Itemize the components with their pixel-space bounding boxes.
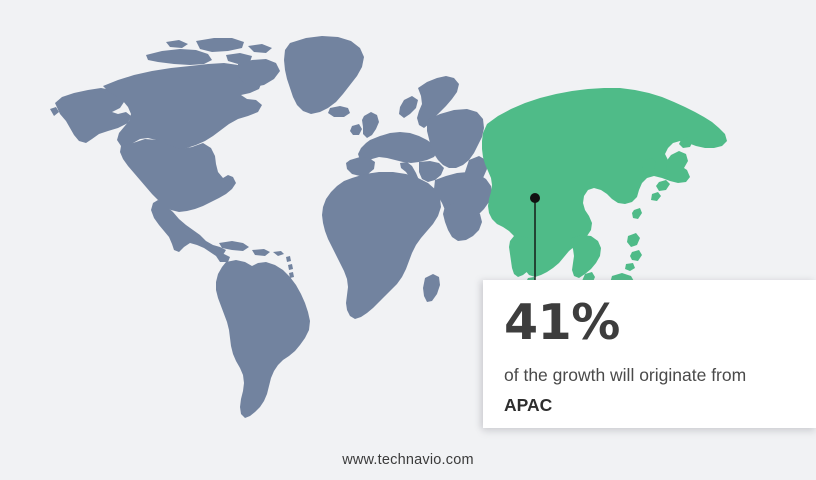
region-iceland xyxy=(328,106,350,117)
region-great-britain xyxy=(362,112,379,138)
region-africa xyxy=(322,172,441,319)
callout-percent-value: 41% xyxy=(504,294,620,351)
region-eastern-europe xyxy=(427,109,484,168)
region-korea xyxy=(642,158,656,175)
region-balkans xyxy=(419,161,444,182)
callout-card: 41% of the growth will originate from AP… xyxy=(483,280,816,428)
region-alaska xyxy=(50,88,131,143)
region-mexico-central-america xyxy=(151,200,230,262)
world-map xyxy=(50,36,754,418)
region-japan xyxy=(651,137,693,201)
region-philippines xyxy=(625,233,642,271)
region-lesser-antilles xyxy=(286,256,294,278)
region-arabia xyxy=(443,203,482,241)
region-madagascar xyxy=(423,274,440,302)
region-puerto-rico xyxy=(273,251,284,256)
region-united-states xyxy=(120,139,236,212)
region-greenland xyxy=(284,36,364,114)
region-canada xyxy=(103,63,262,150)
world-map-svg xyxy=(50,36,754,418)
region-scandinavia xyxy=(399,76,459,128)
region-baffin-island xyxy=(238,59,280,87)
region-iberia xyxy=(346,157,375,176)
region-canadian-arctic-1 xyxy=(146,49,212,65)
region-central-asia-west xyxy=(465,156,487,186)
region-south-america xyxy=(216,260,310,418)
region-canadian-arctic-5 xyxy=(248,44,272,53)
callout-region-name: APAC xyxy=(504,395,553,415)
region-ireland xyxy=(350,124,362,135)
footer-source-url: www.technavio.com xyxy=(342,452,474,468)
region-taiwan xyxy=(632,208,642,219)
region-hispaniola xyxy=(252,249,270,256)
region-western-europe xyxy=(358,132,438,163)
region-indochina xyxy=(571,235,601,278)
region-apac-mainland xyxy=(482,88,727,277)
callout-description: of the growth will originate from APAC xyxy=(504,360,789,420)
region-cuba xyxy=(219,241,249,251)
region-canadian-arctic-4 xyxy=(166,40,188,48)
callout-description-prefix: of the growth will originate from xyxy=(504,365,747,385)
land-regions-group xyxy=(50,36,492,418)
region-india xyxy=(509,236,539,277)
region-canadian-arctic-3 xyxy=(226,53,252,64)
region-canadian-arctic-2 xyxy=(196,38,244,52)
